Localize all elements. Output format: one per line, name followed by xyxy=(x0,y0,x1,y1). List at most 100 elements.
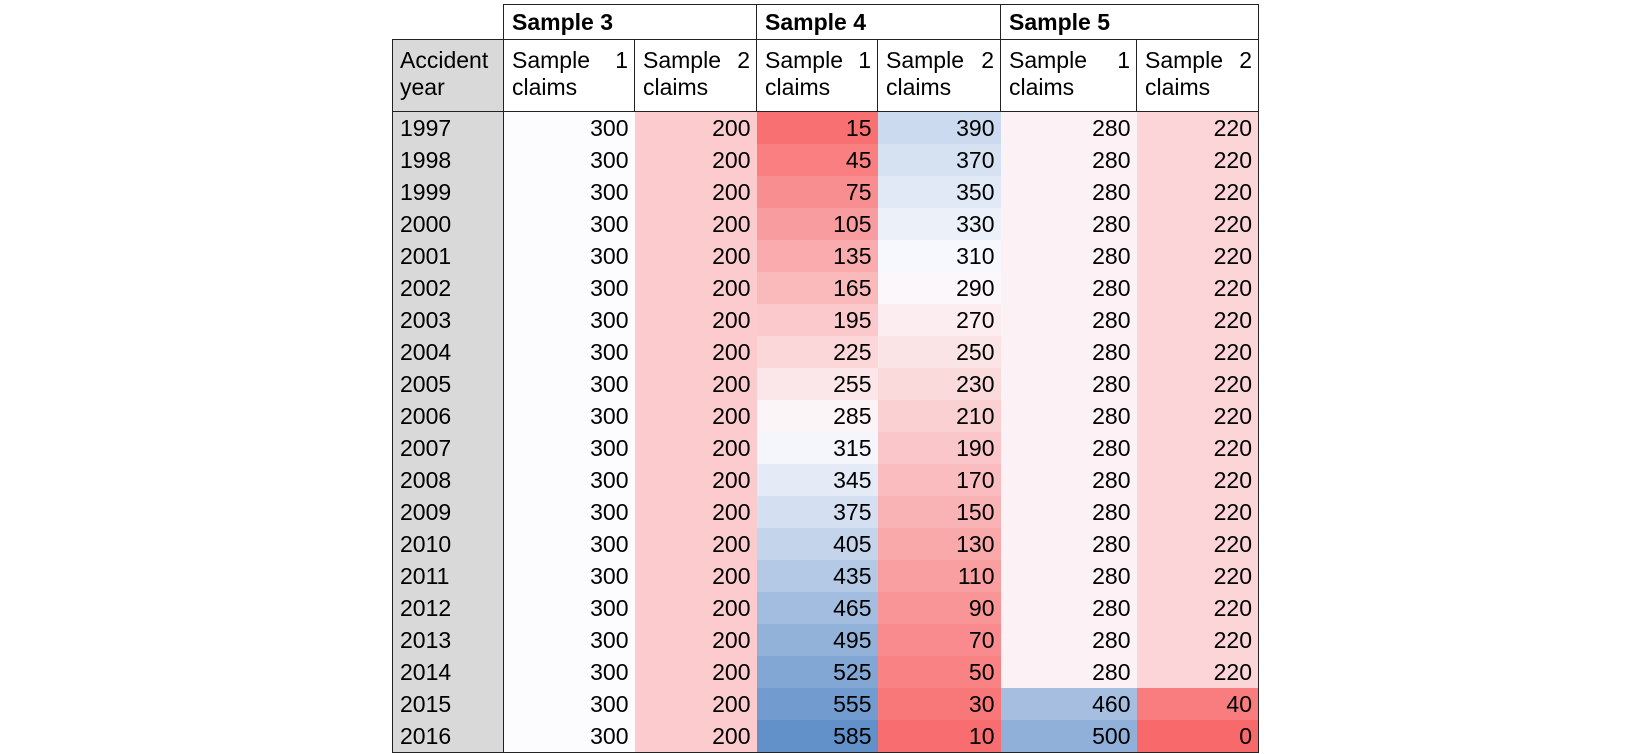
sub-header-line-2: claims xyxy=(765,74,831,100)
claims-value-cell: 280 xyxy=(1000,111,1137,144)
claims-value-cell: 70 xyxy=(877,624,1001,656)
claims-value-cell: 370 xyxy=(877,144,1001,176)
sub-header-cell: Sample 1 claims xyxy=(503,39,635,112)
claims-value-cell: 300 xyxy=(503,240,635,272)
claims-value-cell: 220 xyxy=(1136,496,1259,528)
claims-value-cell: 250 xyxy=(877,336,1001,368)
sub-header-cell: Sample 1 claims xyxy=(1000,39,1137,112)
group-header-sample-5: Sample 5 xyxy=(1000,4,1259,40)
claims-value-cell: 200 xyxy=(634,176,757,208)
accident-year-cell: 1999 xyxy=(392,176,504,208)
claims-value-cell: 200 xyxy=(634,432,757,464)
sub-header-word: Sample xyxy=(765,47,843,73)
claims-value-cell: 200 xyxy=(634,304,757,336)
sub-header-number: 1 xyxy=(615,47,628,73)
sub-header-line-1: Sample 1 xyxy=(1009,47,1130,74)
claims-value-cell: 280 xyxy=(1000,432,1137,464)
claims-value-cell: 300 xyxy=(503,624,635,656)
claims-value-cell: 200 xyxy=(634,624,757,656)
accident-year-cell: 2007 xyxy=(392,432,504,464)
sub-header-line-2: claims xyxy=(512,74,578,100)
claims-value-cell: 300 xyxy=(503,272,635,304)
claims-value-cell: 300 xyxy=(503,368,635,400)
claims-value-cell: 220 xyxy=(1136,336,1259,368)
claims-value-cell: 220 xyxy=(1136,272,1259,304)
sub-header-line-1: Sample 1 xyxy=(512,47,628,74)
claims-value-cell: 280 xyxy=(1000,144,1137,176)
claims-value-cell: 280 xyxy=(1000,656,1137,688)
claims-value-cell: 500 xyxy=(1000,720,1137,753)
claims-value-cell: 280 xyxy=(1000,208,1137,240)
claims-value-cell: 280 xyxy=(1000,624,1137,656)
claims-value-cell: 300 xyxy=(503,208,635,240)
group-header-sample-3: Sample 3 xyxy=(503,4,757,40)
sub-header-number: 2 xyxy=(737,47,750,73)
claims-value-cell: 460 xyxy=(1000,688,1137,720)
claims-value-cell: 300 xyxy=(503,111,635,144)
claims-value-cell: 300 xyxy=(503,656,635,688)
claims-value-cell: 30 xyxy=(877,688,1001,720)
accident-year-cell: 2000 xyxy=(392,208,504,240)
table-row: 2009 300 200 375 150 280 220 xyxy=(392,496,1259,528)
table-row: 2012 300 200 465 90 280 220 xyxy=(392,592,1259,624)
sub-header-row: Accident year Sample 1 claims Sample 2 claims… xyxy=(392,39,1259,112)
claims-value-cell: 135 xyxy=(756,240,878,272)
claims-value-cell: 200 xyxy=(634,528,757,560)
claims-value-cell: 130 xyxy=(877,528,1001,560)
claims-value-cell: 350 xyxy=(877,176,1001,208)
claims-value-cell: 405 xyxy=(756,528,878,560)
sub-header-word: Sample xyxy=(1145,47,1223,73)
claims-value-cell: 150 xyxy=(877,496,1001,528)
claims-value-cell: 310 xyxy=(877,240,1001,272)
sub-header-cell: Sample 2 claims xyxy=(634,39,757,112)
table-row: 2010 300 200 405 130 280 220 xyxy=(392,528,1259,560)
claims-value-cell: 270 xyxy=(877,304,1001,336)
accident-year-cell: 2005 xyxy=(392,368,504,400)
claims-value-cell: 300 xyxy=(503,560,635,592)
claims-value-cell: 220 xyxy=(1136,624,1259,656)
claims-value-cell: 300 xyxy=(503,304,635,336)
group-header-row: Sample 3 Sample 4 Sample 5 xyxy=(393,4,1259,40)
table-row: 2011 300 200 435 110 280 220 xyxy=(392,560,1259,592)
claims-value-cell: 280 xyxy=(1000,240,1137,272)
claims-value-cell: 495 xyxy=(756,624,878,656)
claims-value-cell: 220 xyxy=(1136,464,1259,496)
claims-value-cell: 280 xyxy=(1000,464,1137,496)
claims-value-cell: 200 xyxy=(634,560,757,592)
claims-value-cell: 200 xyxy=(634,464,757,496)
sub-header-number: 2 xyxy=(981,47,994,73)
claims-value-cell: 220 xyxy=(1136,208,1259,240)
accident-year-header-line-1: Accident xyxy=(400,47,489,73)
sub-header-number: 1 xyxy=(858,47,871,73)
claims-value-cell: 200 xyxy=(634,368,757,400)
sub-header-word: Sample xyxy=(512,47,590,73)
claims-value-cell: 300 xyxy=(503,496,635,528)
table-row: 2000 300 200 105 330 280 220 xyxy=(392,208,1259,240)
claims-value-cell: 220 xyxy=(1136,560,1259,592)
claims-value-cell: 300 xyxy=(503,432,635,464)
sub-header-cell: Sample 2 claims xyxy=(877,39,1001,112)
claims-value-cell: 280 xyxy=(1000,496,1137,528)
claims-value-cell: 15 xyxy=(756,111,878,144)
claims-value-cell: 220 xyxy=(1136,304,1259,336)
accident-year-cell: 2010 xyxy=(392,528,504,560)
claims-value-cell: 585 xyxy=(756,720,878,753)
accident-year-cell: 2008 xyxy=(392,464,504,496)
claims-value-cell: 300 xyxy=(503,464,635,496)
table-row: 2001 300 200 135 310 280 220 xyxy=(392,240,1259,272)
accident-year-cell: 2016 xyxy=(392,720,504,753)
claims-value-cell: 280 xyxy=(1000,336,1137,368)
accident-year-cell: 2004 xyxy=(392,336,504,368)
claims-value-cell: 300 xyxy=(503,400,635,432)
sub-header-number: 2 xyxy=(1239,47,1252,73)
claims-value-cell: 435 xyxy=(756,560,878,592)
accident-year-header: Accident year xyxy=(392,39,504,112)
claims-value-cell: 200 xyxy=(634,336,757,368)
claims-value-cell: 0 xyxy=(1136,720,1259,753)
claims-value-cell: 110 xyxy=(877,560,1001,592)
sub-header-word: Sample xyxy=(1009,47,1087,73)
sub-header-line-1: Sample 2 xyxy=(886,47,994,74)
sub-header-line-2: claims xyxy=(1145,74,1211,100)
table-row: 1999 300 200 75 350 280 220 xyxy=(392,176,1259,208)
accident-year-cell: 2003 xyxy=(392,304,504,336)
